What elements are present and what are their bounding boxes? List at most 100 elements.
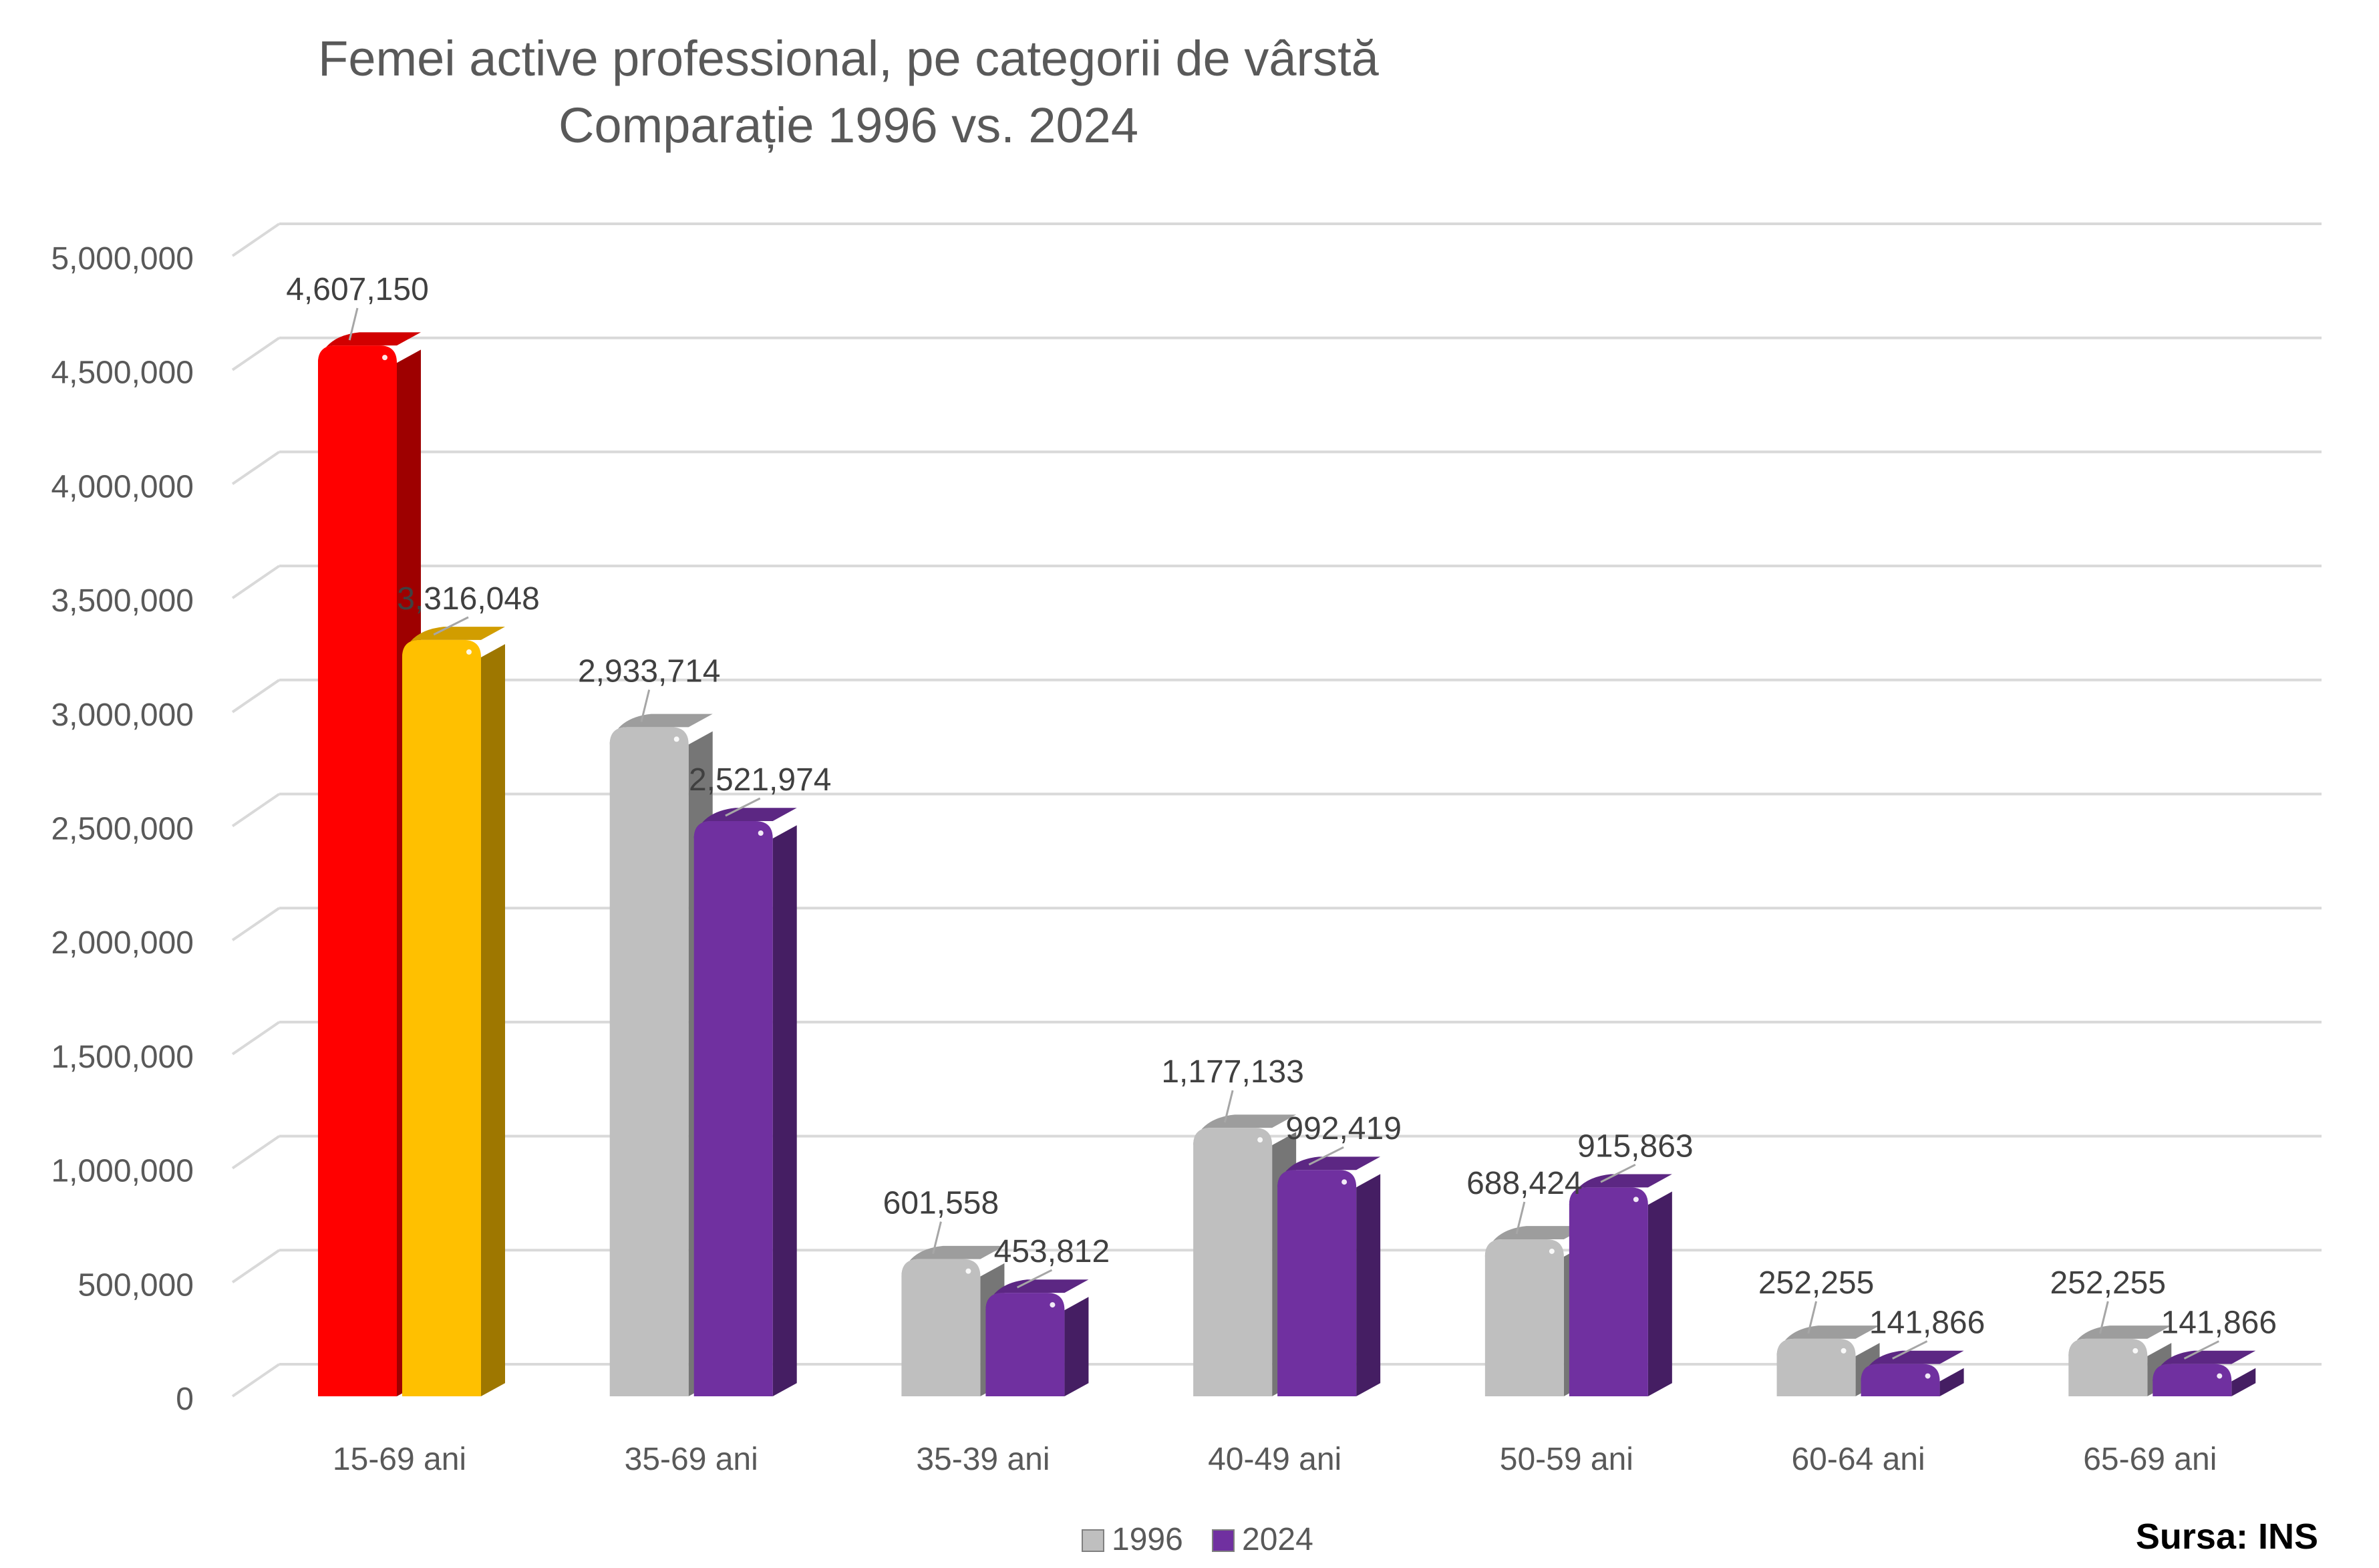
label-leader [2183, 1340, 2219, 1360]
bar-front [2068, 1338, 2148, 1396]
bar-highlight [758, 830, 764, 836]
bar-top [2153, 1350, 2256, 1382]
chart-title: Femei active professional, pe categorii … [318, 31, 1380, 86]
bar-highlight [1633, 1197, 1639, 1203]
bar-2024-50-59 ani [1569, 1174, 1672, 1396]
legend-swatch-1996 [1082, 1529, 1104, 1552]
y-tick-label: 0 [176, 1382, 194, 1417]
bar-top [901, 1245, 1005, 1277]
legend-label-2024: 2024 [1242, 1522, 1313, 1557]
x-axis: 15-69 ani 35-69 ani 35-39 ani 40-49 ani 50-5… [333, 1442, 2217, 1477]
bar-highlight [1257, 1137, 1263, 1143]
bar-2024-15-69 ani [402, 627, 505, 1397]
bar-front [1193, 1128, 1273, 1396]
data-label: 141,866 [1869, 1305, 1986, 1341]
gridline-side [231, 907, 281, 941]
x-tick-label: 50-59 ani [1500, 1442, 1633, 1477]
data-label: 141,866 [2161, 1305, 2277, 1341]
label-leader [1016, 1269, 1053, 1289]
bar-2024-35-39 ani [985, 1279, 1089, 1396]
bar-side [1647, 1191, 1672, 1396]
bar-front [1776, 1338, 1856, 1396]
bar-2024-65-69 ani [2153, 1350, 2256, 1396]
label-leader [1807, 1301, 1818, 1334]
bar-side [1356, 1174, 1381, 1396]
bar-highlight [1050, 1302, 1056, 1308]
bar-top [318, 332, 421, 363]
bar-top [1484, 1226, 1588, 1257]
label-leader [1223, 1090, 1234, 1123]
label-leader [1600, 1163, 1636, 1183]
x-tick-label: 65-69 ani [2083, 1442, 2217, 1477]
bar-front [1861, 1364, 1940, 1396]
bar-highlight [673, 736, 679, 742]
y-tick-label: 2,500,000 [51, 812, 194, 847]
bar-highlight [1341, 1179, 1347, 1185]
gridline-side [231, 1363, 281, 1398]
bar-front [985, 1293, 1065, 1396]
y-tick-label: 1,000,000 [51, 1154, 194, 1189]
bar-front [318, 345, 397, 1396]
bar-top [693, 808, 797, 838]
gridline-side [231, 1021, 281, 1056]
bar-highlight [382, 355, 387, 361]
gridline-side [231, 337, 281, 371]
label-leader [1515, 1201, 1526, 1235]
label-leader [1308, 1146, 1344, 1166]
x-tick-label: 35-69 ani [625, 1442, 758, 1477]
data-label: 688,424 [1466, 1166, 1583, 1201]
gridline-side [231, 679, 281, 714]
y-tick-label: 500,000 [77, 1267, 194, 1303]
y-tick-label: 3,500,000 [51, 583, 194, 619]
bar-top [1861, 1350, 1964, 1382]
legend-swatch-2024 [1212, 1529, 1235, 1552]
x-tick-label: 15-69 ani [333, 1442, 466, 1477]
bar-highlight [466, 649, 472, 655]
gridline-side [231, 565, 281, 599]
bar-front [2153, 1364, 2232, 1396]
bar-highlight [1549, 1248, 1555, 1254]
bar-front [609, 727, 689, 1396]
label-leader [1892, 1340, 1928, 1360]
bar-top [402, 627, 505, 657]
data-labels: 4,607,150 3,316,048 2,933,714 2,521,974 601,… [286, 272, 2277, 1360]
label-leader [640, 689, 651, 722]
y-tick-label: 3,000,000 [51, 697, 194, 733]
bar-top [1569, 1174, 1672, 1205]
label-leader [433, 616, 469, 636]
bar-top [1193, 1114, 1297, 1146]
bar-front [402, 639, 481, 1397]
bar-top [1776, 1325, 1880, 1356]
data-label: 915,863 [1577, 1128, 1694, 1164]
bar-2024-40-49 ani [1277, 1156, 1381, 1396]
y-tick-label: 4,500,000 [51, 355, 194, 391]
data-label: 992,419 [1285, 1111, 1402, 1146]
bar-top [985, 1279, 1089, 1311]
bar-highlight [2132, 1348, 2138, 1354]
x-tick-label: 35-39 ani [916, 1442, 1050, 1477]
gridline-side [231, 450, 281, 486]
data-label: 2,521,974 [689, 762, 832, 798]
x-tick-label: 60-64 ani [1791, 1442, 1925, 1477]
bar-side [1064, 1297, 1089, 1396]
data-label: 3,316,048 [397, 581, 540, 617]
bar-front [1569, 1187, 1648, 1396]
bars [318, 332, 2256, 1397]
x-tick-label: 40-49 ani [1208, 1442, 1341, 1477]
bar-top [2068, 1325, 2172, 1356]
bar-highlight [2217, 1373, 2223, 1379]
bar-side [1939, 1368, 1964, 1396]
data-label: 1,177,133 [1161, 1054, 1304, 1090]
bar-front [1484, 1239, 1564, 1396]
y-tick-label: 1,500,000 [51, 1040, 194, 1075]
data-label: 453,812 [994, 1234, 1110, 1269]
bar-front [1277, 1170, 1357, 1396]
label-leader [725, 797, 761, 817]
y-axis: 0 500,000 1,000,000 1,500,000 2,000,000 2,500… [51, 241, 194, 1417]
y-tick-label: 2,000,000 [51, 925, 194, 961]
y-tick-label: 4,000,000 [51, 469, 194, 504]
bar-front [901, 1259, 981, 1396]
bar-2024-35-69 ani [693, 808, 797, 1396]
legend-label-1996: 1996 [1112, 1522, 1183, 1557]
